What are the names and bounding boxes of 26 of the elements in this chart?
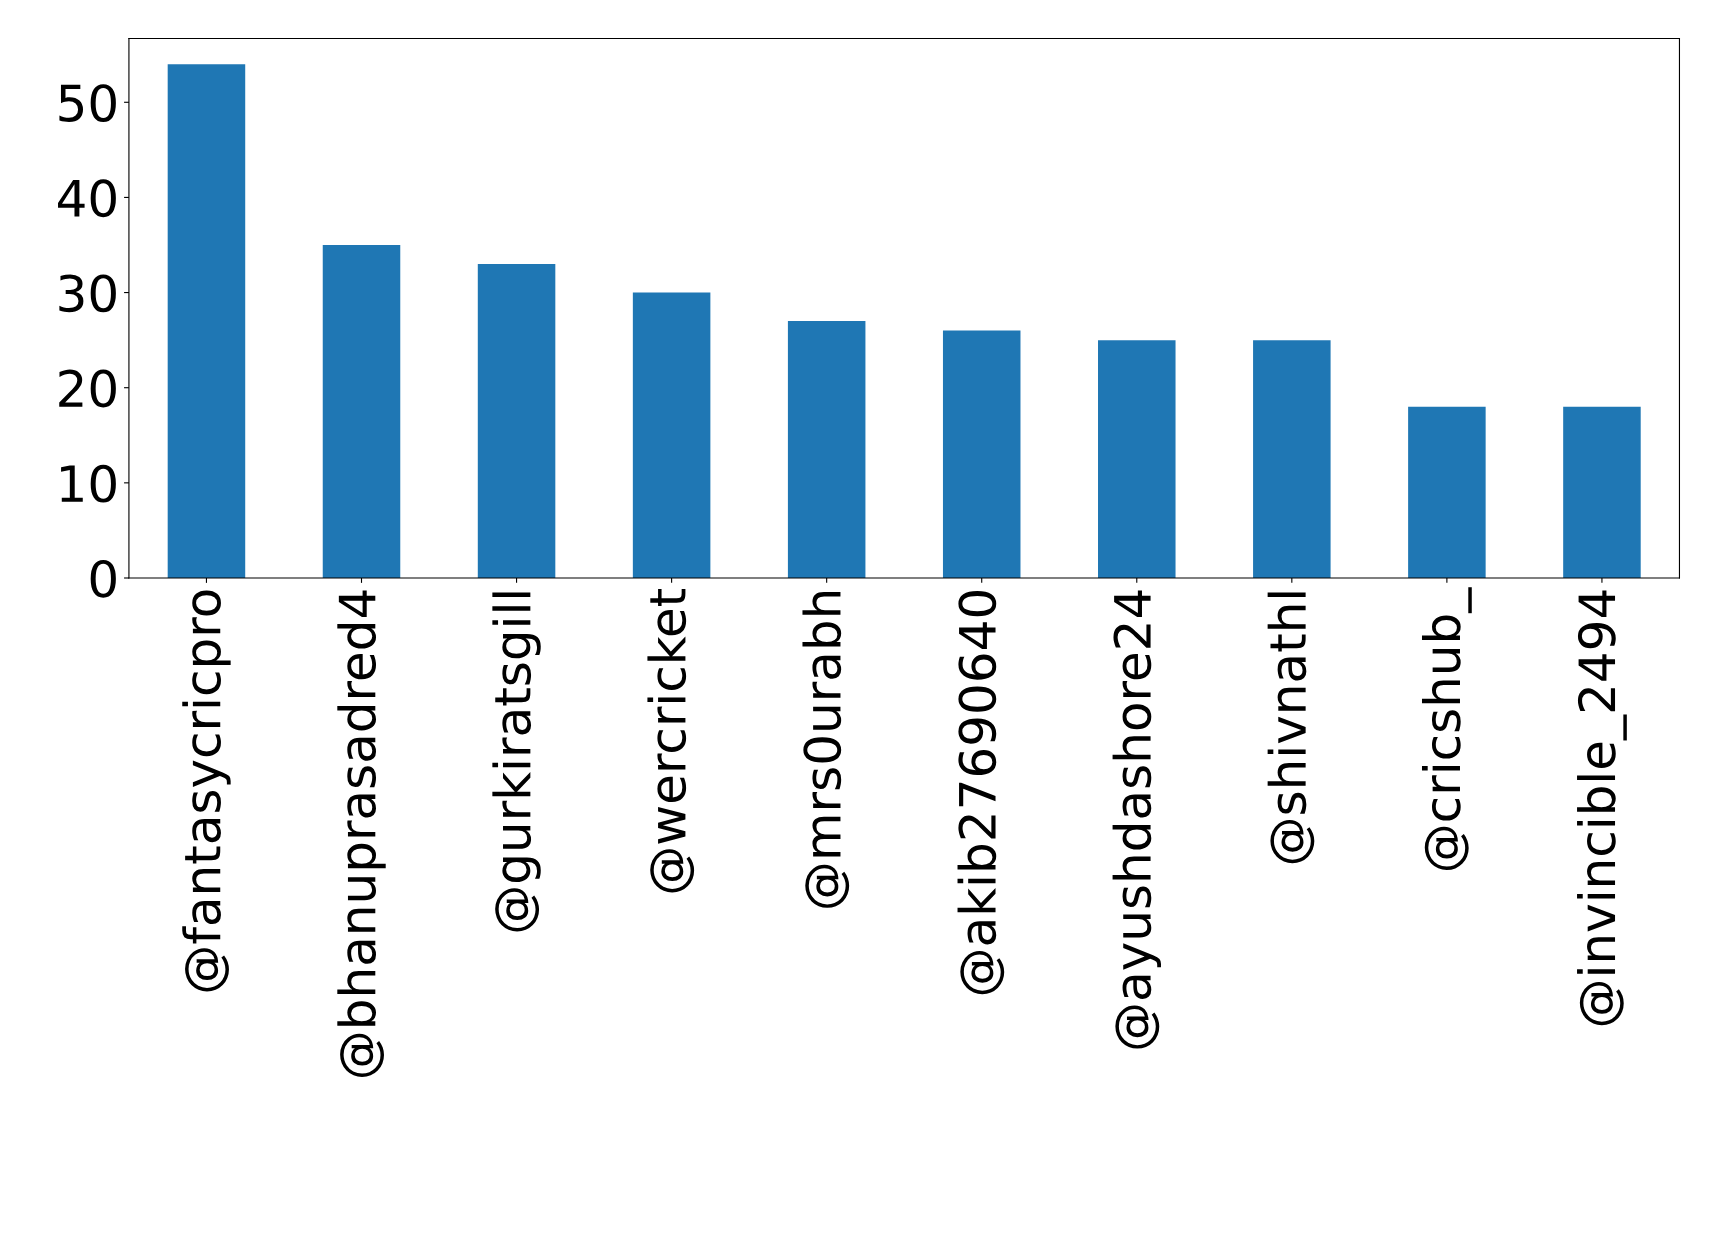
y-tick-label: 40 [58, 179, 116, 218]
x-tick-label: @mrs0urabh [802, 591, 850, 908]
bar [942, 330, 1021, 578]
y-tick-label: 50 [59, 84, 116, 122]
bar [632, 292, 711, 578]
bar [167, 64, 246, 578]
bar [1563, 406, 1641, 578]
x-tick-label: @cricshub_ [1421, 587, 1472, 871]
bar [322, 244, 401, 578]
y-tick-label: 10 [61, 464, 116, 503]
y-tick-label: 30 [59, 274, 116, 313]
x-tick-label: @fantasycricpro [182, 590, 231, 992]
x-tick-label: @akib27690640 [957, 591, 1005, 995]
bar [787, 321, 866, 578]
x-tick-label: @wercricket [647, 588, 695, 893]
y-tick-label: 20 [59, 369, 116, 408]
x-tick-label: @bhanuprasadred4 [337, 590, 386, 1077]
bar [1408, 406, 1486, 578]
y-tick-label: 0 [90, 559, 116, 598]
bar [1098, 340, 1176, 578]
x-tick-label: @ayushdashore24 [1112, 590, 1161, 1049]
x-tick-label: @shivnathl [1267, 592, 1315, 864]
x-tick-label: @invincible_2494 [1577, 590, 1627, 1026]
x-tick-label: @gurkiratsgill [492, 592, 541, 932]
bar [1253, 340, 1331, 578]
bar [477, 264, 556, 578]
